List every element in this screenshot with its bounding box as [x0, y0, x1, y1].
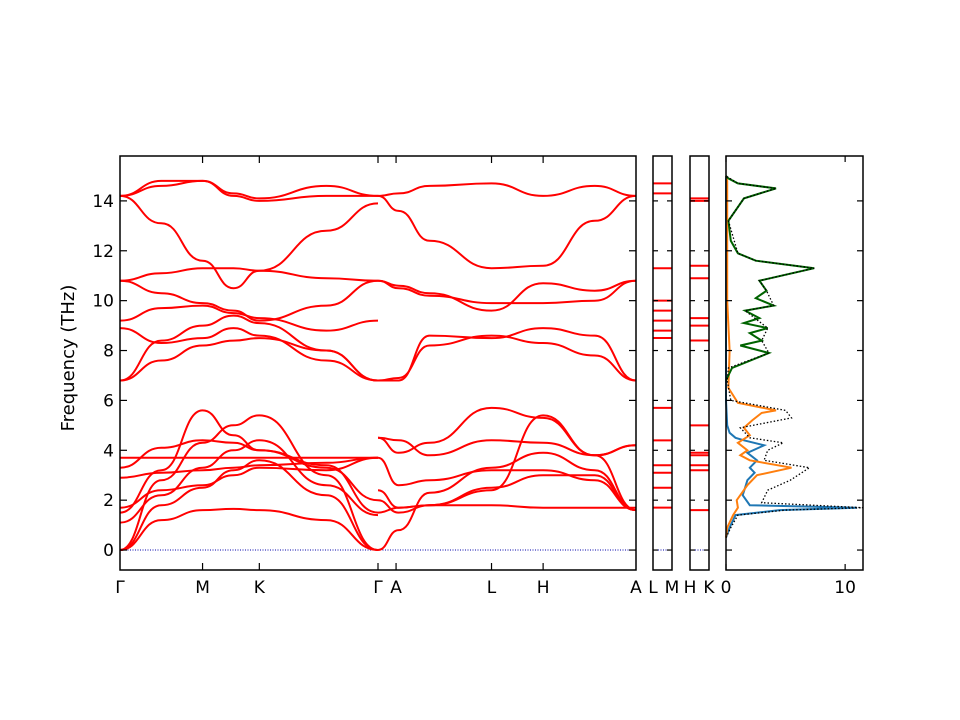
band-line [119, 314, 379, 382]
x-tick-label: L [487, 578, 497, 598]
band-line [119, 267, 379, 282]
band-line [119, 439, 379, 502]
x-tick-label: A [390, 578, 402, 598]
band-line [119, 414, 379, 551]
y-axis-label: Frequency (THz) [58, 285, 79, 432]
band-line [377, 334, 637, 382]
band-line [119, 179, 379, 200]
band-line [377, 504, 636, 514]
band-line [378, 327, 637, 382]
x-tick-label: K [254, 578, 266, 598]
band-line [377, 451, 637, 551]
x-tick-label: K [703, 578, 715, 598]
x-tick-label: 10 [834, 578, 856, 598]
lm-axes-frame [652, 155, 673, 571]
band-line [119, 456, 379, 509]
band-line [377, 406, 637, 457]
band-line [377, 279, 637, 305]
band-line [119, 194, 379, 290]
phonon-dos-panel: 0 10 [721, 155, 864, 598]
band-line [119, 337, 379, 382]
x-tick-label: 0 [721, 578, 732, 598]
x-tick-label: A [630, 578, 642, 598]
x-tick-label: H [684, 578, 697, 598]
y-tick-label: 10 [92, 292, 114, 312]
total-dos-line [725, 175, 864, 538]
x-tick-label: L [648, 578, 658, 598]
y-tick-label: 0 [103, 541, 114, 561]
band-line [119, 459, 379, 551]
band-line [119, 279, 379, 322]
band-line [377, 194, 637, 270]
band-line [377, 279, 637, 312]
band-line [377, 414, 637, 514]
band-line [119, 439, 379, 524]
hk-axes-frame [689, 155, 710, 571]
x-tick-label: M [195, 578, 210, 598]
y-tick-label: 4 [103, 441, 114, 461]
band-line [119, 409, 379, 514]
band-line [377, 182, 637, 197]
x-tick-label: H [537, 578, 550, 598]
band-line [119, 327, 379, 382]
y-tick-label: 2 [103, 491, 114, 511]
y-tick-label: 6 [103, 391, 114, 411]
partial-dos-line [725, 176, 858, 538]
y-tick-label: 8 [103, 342, 114, 362]
x-tick-label: Γ [115, 578, 125, 598]
band-line [119, 179, 378, 202]
band-line [119, 507, 379, 551]
band-line [377, 456, 637, 512]
x-tick-label: Γ [373, 578, 383, 598]
x-tick-label: M [665, 578, 680, 598]
band-line [119, 456, 379, 479]
band-line [119, 304, 379, 332]
y-tick-label: 12 [92, 242, 114, 262]
y-tick-label: 14 [92, 192, 114, 212]
dos-axes-frame [725, 155, 864, 571]
